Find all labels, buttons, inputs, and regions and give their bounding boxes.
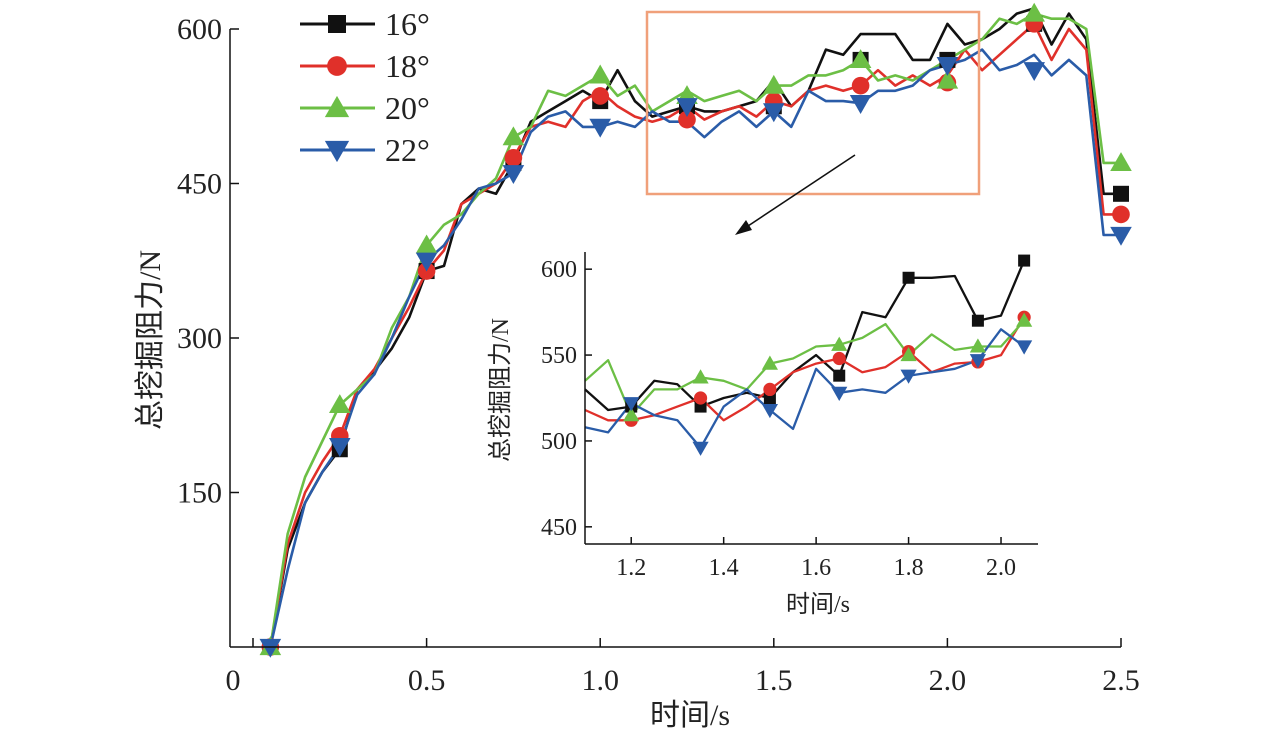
- inset-series-3-marker: [969, 354, 987, 369]
- main-series-3-marker: [329, 438, 351, 457]
- main-series-1-marker: [678, 110, 696, 129]
- main-series-3-marker: [415, 252, 438, 272]
- main-y-tick-label: 450: [177, 168, 222, 201]
- legend-entry-label: 16°: [385, 6, 430, 42]
- main-series-2-marker: [849, 49, 872, 68]
- inset-series-line-0: [584, 260, 1026, 412]
- main-series-3-marker: [763, 103, 785, 123]
- inset-x-tick-label: 1.2: [616, 555, 646, 581]
- legend-entry-label: 22°: [385, 132, 430, 168]
- main-y-tick-label: 150: [177, 477, 222, 510]
- main-series-3-marker: [1023, 62, 1045, 81]
- main-x-tick-label: 2.0: [929, 664, 967, 697]
- inset-y-tick-label: 550: [541, 343, 577, 369]
- legend-swatch-marker: [324, 95, 350, 118]
- inset-y-tick-label: 600: [541, 257, 577, 283]
- inset-x-tick-label: 1.8: [894, 555, 924, 581]
- inset-series-3-marker: [900, 369, 917, 384]
- inset-series-1-marker: [763, 382, 777, 397]
- main-series-2-marker: [763, 74, 785, 94]
- inset-series-2-marker: [761, 355, 778, 370]
- inset-series-2-marker: [900, 346, 917, 362]
- main-series-3-marker: [259, 638, 282, 658]
- main-x-tick-label: 2.5: [1102, 664, 1140, 697]
- legend-swatch-marker: [327, 56, 347, 76]
- inset-series-2-marker: [831, 336, 848, 351]
- inset-series-3-marker: [692, 441, 709, 456]
- main-y-tick-label: 600: [177, 13, 222, 46]
- inset-series-2-marker: [623, 407, 640, 422]
- legend: 16° 18° 20° 22°: [300, 6, 430, 168]
- main-x-tick-label: 1.5: [755, 664, 793, 697]
- inset-series-line-2: [584, 319, 1025, 417]
- main-y-axis-label: 总挖掘阻力/N: [134, 250, 167, 430]
- main-series-1-marker: [851, 76, 870, 95]
- inset-series-3-marker: [623, 397, 640, 412]
- inset-series-0-marker: [902, 271, 915, 284]
- inset-series-3-marker: [761, 403, 778, 419]
- main-axes: 0 0.5 1.0 1.5 2.0 2.5 150 300 450 600: [177, 13, 1140, 697]
- inset-series-0-marker: [971, 314, 984, 327]
- inset-series-line-1: [584, 316, 1026, 422]
- inset-series-line-3: [584, 328, 1025, 449]
- main-y-tick-label: 300: [177, 322, 222, 355]
- inset-series-2-marker: [692, 369, 709, 384]
- main-series-2-marker: [1110, 152, 1132, 171]
- main-plot: 0 0.5 1.0 1.5 2.0 2.5 150 300 450 600 时间/s 总挖掘阻力/…: [134, 2, 1140, 732]
- inset-y-tick-label: 500: [541, 429, 577, 455]
- main-series-1-marker: [591, 87, 609, 105]
- main-series-0-marker: [1113, 185, 1129, 202]
- main-series-2-marker: [415, 234, 438, 254]
- inset-x-tick-label: 1.4: [709, 555, 739, 581]
- main-series-1-marker: [504, 148, 523, 167]
- main-series-2-marker: [329, 394, 351, 414]
- inset-series-markers: [623, 254, 1033, 456]
- inset-x-tick-label: 2.0: [986, 555, 1016, 581]
- inset-series-1-marker: [693, 391, 708, 405]
- zoom-arrow: [735, 154, 856, 235]
- main-x-tick-label: 0.5: [408, 664, 446, 697]
- main-series-2-marker: [936, 69, 959, 89]
- main-series-markers: [259, 2, 1132, 658]
- legend-swatch-marker: [324, 140, 350, 163]
- main-series-3-marker: [1110, 226, 1132, 246]
- inset-series-lines: [584, 260, 1026, 449]
- inset-plot: 1.2 1.4 1.6 1.8 2.0 450 500 550 600 时间/s 总挖掘阻力/N: [487, 252, 1038, 618]
- inset-series-3-marker: [1016, 340, 1033, 355]
- main-series-3-marker: [849, 95, 872, 114]
- main-series-1-marker: [1112, 205, 1130, 224]
- main-series-3-marker: [936, 56, 959, 76]
- inset-series-1-marker: [832, 351, 846, 366]
- main-series-3-marker: [502, 165, 525, 184]
- inset-x-axis-label: 时间/s: [786, 591, 850, 618]
- legend-entry-label: 20°: [385, 90, 430, 126]
- inset-y-tick-label: 450: [541, 515, 577, 541]
- main-series-2-marker: [589, 64, 611, 84]
- inset-series-0-marker: [1018, 254, 1031, 267]
- inset-series-2-marker: [1016, 312, 1033, 327]
- inset-series-0-marker: [833, 369, 846, 382]
- inset-y-axis-label: 总挖掘阻力/N: [487, 318, 514, 462]
- main-series-3-marker: [589, 118, 611, 138]
- main-x-tick-label: 0: [226, 664, 241, 697]
- inset-series-2-marker: [969, 338, 987, 353]
- main-series-2-marker: [1023, 2, 1045, 22]
- main-x-axis-label: 时间/s: [650, 699, 730, 732]
- legend-swatch-marker: [328, 15, 346, 33]
- inset-x-tick-label: 1.6: [801, 555, 831, 581]
- main-series-3-marker: [676, 98, 698, 118]
- main-series-2-marker: [502, 126, 525, 146]
- zoom-region-box: [645, 10, 981, 196]
- legend-entry-label: 18°: [385, 48, 430, 84]
- inset-series-3-marker: [831, 386, 848, 401]
- main-x-tick-label: 1.0: [581, 664, 619, 697]
- inset-axes: 1.2 1.4 1.6 1.8 2.0 450 500 550 600: [541, 252, 1038, 581]
